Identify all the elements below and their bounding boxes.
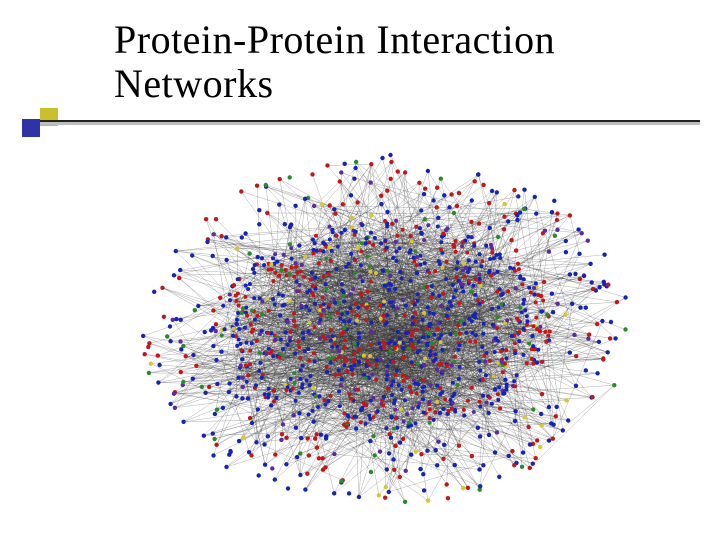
title-line-1: Protein-Protein Interaction bbox=[114, 17, 555, 62]
slide-title: Protein-Protein Interaction Networks bbox=[114, 18, 555, 106]
bullet-square-blue bbox=[22, 119, 40, 137]
title-rule-shadow bbox=[40, 122, 700, 125]
title-line-2: Networks bbox=[114, 61, 274, 106]
title-rule bbox=[40, 120, 700, 122]
network-diagram bbox=[130, 145, 640, 515]
